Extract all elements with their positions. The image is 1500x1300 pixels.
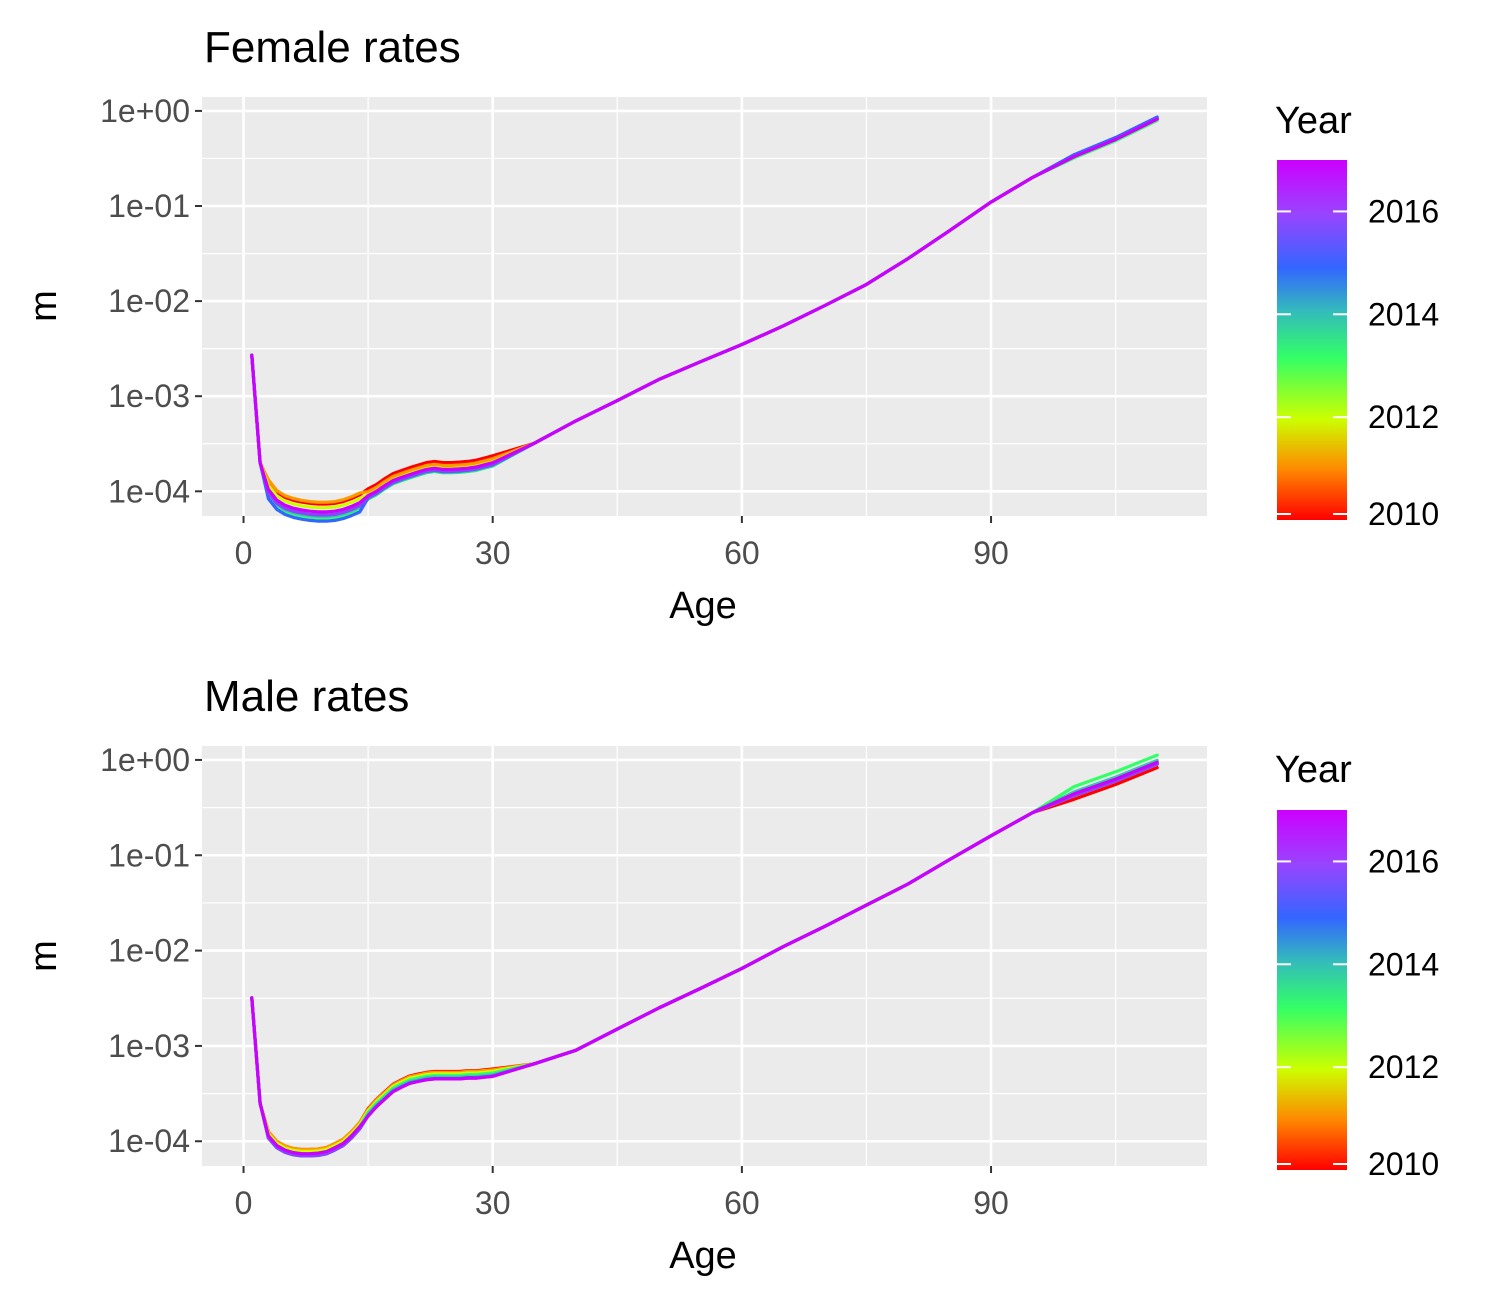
- legend: Year 2010 2012 2014 2016: [1275, 749, 1439, 1182]
- y-tick-label: 1e+00: [100, 93, 190, 129]
- y-tick-label: 1e-03: [108, 378, 190, 414]
- x-axis-title: Age: [669, 585, 737, 627]
- series-line-2017: [250, 760, 1159, 1156]
- x-tick-label: 30: [475, 535, 511, 571]
- x-tick-label: 90: [973, 535, 1009, 571]
- legend-label: 2016: [1368, 193, 1439, 229]
- y-axis-title: m: [23, 290, 65, 322]
- colorbar: [1277, 810, 1347, 1170]
- axis-ticks: 0 30 60 90 1e-04 1e-03 1e-02 1e-01 1e+00: [100, 742, 1009, 1221]
- x-tick-label: 90: [973, 1185, 1009, 1221]
- y-tick-label: 1e+00: [100, 742, 190, 778]
- colorbar: [1277, 160, 1347, 520]
- legend-label: 2016: [1368, 843, 1439, 879]
- legend-label: 2012: [1368, 1049, 1439, 1085]
- legend: Year 2010 2012 2014 2016: [1275, 100, 1439, 532]
- chart-title: Male rates: [204, 672, 409, 721]
- colorbar-ticks: 2010 2012 2014 2016: [1277, 843, 1439, 1182]
- y-tick-label: 1e-01: [108, 837, 190, 873]
- grid-lines: [202, 97, 1207, 516]
- plot-background: [202, 746, 1207, 1166]
- legend-label: 2010: [1368, 1146, 1439, 1182]
- legend-title: Year: [1275, 749, 1352, 791]
- y-tick-label: 1e-04: [108, 473, 190, 509]
- female-rates-panel: Female rates 0 30 60 90 1e-04 1e-03 1e-02 1e-01…: [23, 23, 1439, 627]
- x-tick-label: 60: [724, 1185, 760, 1221]
- plot-background: [202, 97, 1207, 516]
- x-tick-label: 0: [235, 1185, 253, 1221]
- colorbar-ticks: 2010 2012 2014 2016: [1277, 193, 1439, 532]
- legend-label: 2010: [1368, 496, 1439, 532]
- series-lines: [250, 753, 1159, 1158]
- y-tick-label: 1e-02: [108, 283, 190, 319]
- legend-label: 2012: [1368, 399, 1439, 435]
- chart-title: Female rates: [204, 23, 461, 72]
- male-rates-panel: Male rates 0 30 60 90 1e-04 1e-03 1e-02 1e-01 1e…: [23, 672, 1439, 1277]
- axis-ticks: 0 30 60 90 1e-04 1e-03 1e-02 1e-01 1e+00: [100, 93, 1009, 571]
- x-axis-title: Age: [669, 1235, 737, 1277]
- x-tick-label: 0: [235, 535, 253, 571]
- series-line-2017: [250, 117, 1159, 514]
- y-tick-label: 1e-01: [108, 188, 190, 224]
- y-tick-label: 1e-02: [108, 933, 190, 969]
- y-axis-title: m: [23, 940, 65, 972]
- legend-title: Year: [1275, 100, 1352, 142]
- x-tick-label: 60: [724, 535, 760, 571]
- y-tick-label: 1e-03: [108, 1028, 190, 1064]
- y-tick-label: 1e-04: [108, 1123, 190, 1159]
- legend-label: 2014: [1368, 296, 1439, 332]
- series-lines: [250, 115, 1159, 523]
- legend-label: 2014: [1368, 946, 1439, 982]
- x-tick-label: 30: [475, 1185, 511, 1221]
